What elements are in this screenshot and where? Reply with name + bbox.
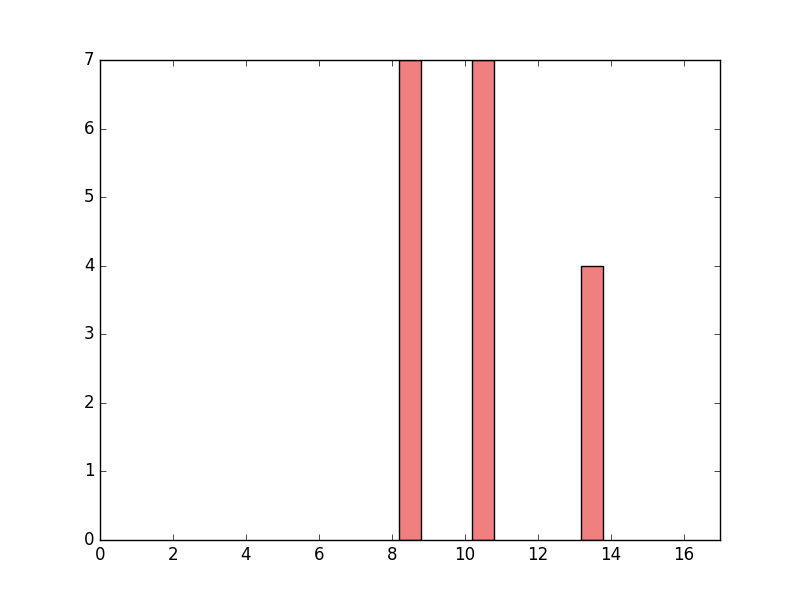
Bar bbox=[472, 60, 494, 540]
Bar bbox=[582, 266, 603, 540]
Bar bbox=[399, 60, 421, 540]
